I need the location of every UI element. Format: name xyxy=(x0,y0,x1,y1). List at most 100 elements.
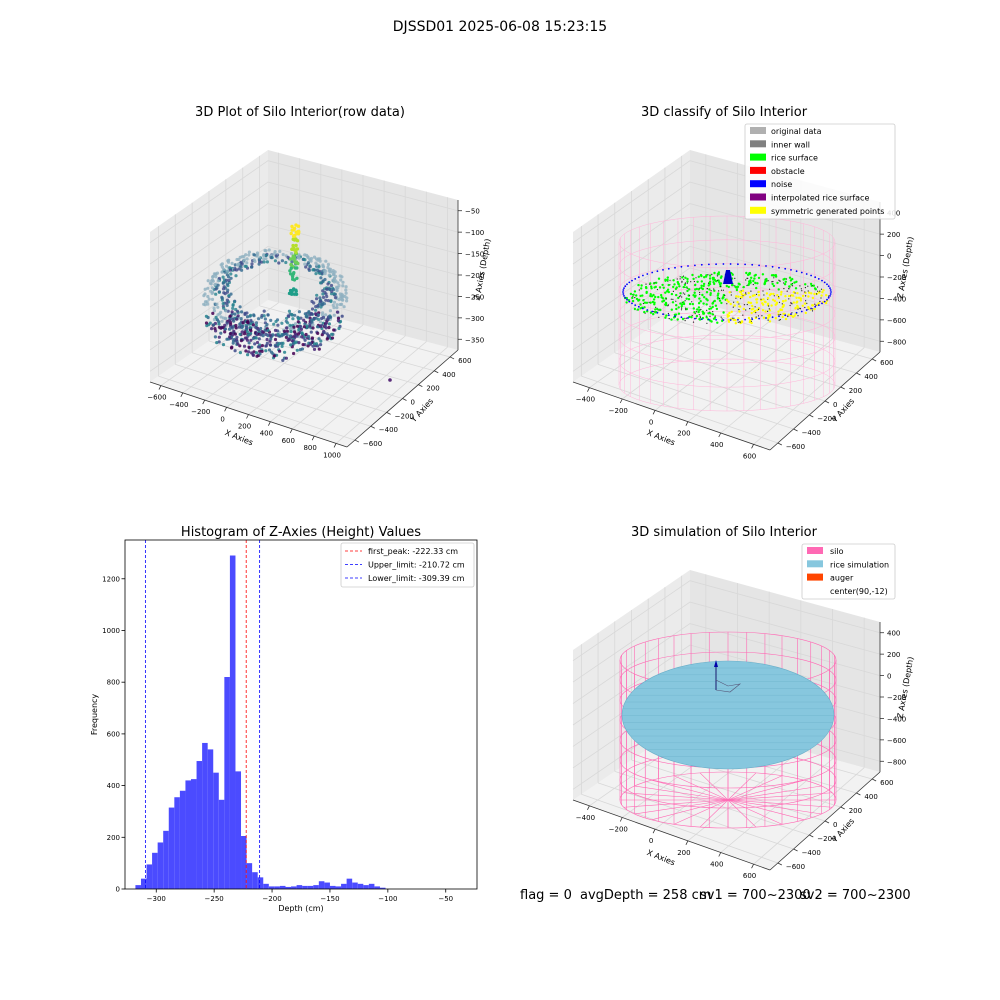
noise-point xyxy=(790,269,792,271)
surface-point xyxy=(772,292,775,296)
x-tick-label: −200 xyxy=(609,826,628,834)
surface-point xyxy=(708,288,711,291)
data-point xyxy=(276,332,280,337)
surface-point xyxy=(813,307,816,311)
x-tick-label: −400 xyxy=(576,814,595,822)
data-point xyxy=(234,339,238,343)
surface-point xyxy=(711,313,714,316)
surface-point xyxy=(780,313,782,316)
spike-point xyxy=(291,277,295,281)
surface-point xyxy=(716,275,719,277)
outlier-point xyxy=(388,378,392,382)
surface-point xyxy=(729,302,732,306)
y-gridline xyxy=(614,771,810,836)
surface-point xyxy=(796,300,799,303)
data-point xyxy=(300,335,304,339)
data-point xyxy=(327,322,331,326)
x-tick xyxy=(652,410,656,415)
surface-point xyxy=(788,276,792,279)
z-axis-label: Z Axies (Depth) xyxy=(473,238,493,301)
data-point xyxy=(217,340,221,344)
z-gridline xyxy=(572,224,881,308)
noise-point xyxy=(708,263,710,266)
surface-point xyxy=(685,309,687,311)
data-point xyxy=(329,299,333,304)
surface-point xyxy=(666,278,669,282)
surface-point xyxy=(733,285,735,287)
legend-swatch xyxy=(750,127,766,134)
surface-point xyxy=(794,307,797,310)
noise-point xyxy=(765,265,767,267)
y-tick xyxy=(402,398,407,401)
sv1-text: sv1 = 700~2300 xyxy=(700,888,811,903)
surface-point xyxy=(677,282,680,285)
y-tick-label: 600 xyxy=(107,730,120,738)
data-point xyxy=(341,284,345,288)
data-point xyxy=(253,342,257,346)
surface-point xyxy=(633,307,637,311)
surface-point xyxy=(787,294,791,298)
z-gridline xyxy=(149,203,459,286)
surface-point xyxy=(772,274,775,277)
surface-point xyxy=(684,282,687,284)
data-point xyxy=(319,325,323,329)
surface-point xyxy=(735,297,737,299)
floor-spoke xyxy=(727,792,833,801)
surface-point xyxy=(712,311,714,313)
surface-point xyxy=(699,300,702,303)
y-tick-label: 400 xyxy=(864,373,877,381)
data-point xyxy=(238,344,242,348)
surface-point xyxy=(675,304,678,307)
y-gridline xyxy=(208,340,403,399)
data-point xyxy=(250,351,254,355)
z-tick-label: −200 xyxy=(887,694,906,702)
surface-point xyxy=(684,320,686,322)
y-tick-label: 1000 xyxy=(102,627,120,635)
data-point xyxy=(305,324,309,328)
surface-point xyxy=(751,304,754,308)
y-axis-label: Frequency xyxy=(90,694,99,736)
data-point xyxy=(251,336,255,341)
surface-point xyxy=(654,295,657,299)
data-point xyxy=(332,328,336,332)
data-point xyxy=(332,313,336,317)
surface-point xyxy=(745,309,747,311)
data-point xyxy=(304,265,308,269)
surface-point xyxy=(755,301,758,304)
surface-point xyxy=(635,297,639,301)
data-point xyxy=(214,275,218,279)
data-point xyxy=(260,349,264,353)
surface-point xyxy=(752,307,755,310)
data-point xyxy=(269,350,274,354)
noise-point xyxy=(771,265,774,268)
surface-point xyxy=(672,285,675,289)
data-point xyxy=(276,343,280,347)
data-point xyxy=(259,333,263,337)
surface-point xyxy=(817,286,819,288)
data-point xyxy=(239,339,243,343)
data-point xyxy=(280,344,284,348)
data-point xyxy=(315,268,319,272)
legend-swatch xyxy=(750,193,766,201)
data-point xyxy=(277,261,281,265)
surface-point xyxy=(650,295,654,298)
data-point xyxy=(342,305,346,309)
surface-point xyxy=(661,283,664,287)
data-point xyxy=(285,329,289,333)
data-point xyxy=(330,336,335,340)
noise-point xyxy=(694,317,696,320)
data-point xyxy=(210,291,214,295)
surface-point xyxy=(737,321,739,323)
surface-point xyxy=(708,307,711,311)
noise-point xyxy=(751,263,754,266)
surface-point xyxy=(708,282,710,284)
data-point xyxy=(293,341,297,345)
surface-point xyxy=(641,294,644,297)
surface-point xyxy=(799,297,802,300)
spike-point xyxy=(290,292,294,296)
data-point xyxy=(206,279,210,283)
data-point xyxy=(292,330,297,334)
surface-point xyxy=(799,299,803,302)
surface-point xyxy=(656,288,659,291)
data-point xyxy=(223,316,227,320)
